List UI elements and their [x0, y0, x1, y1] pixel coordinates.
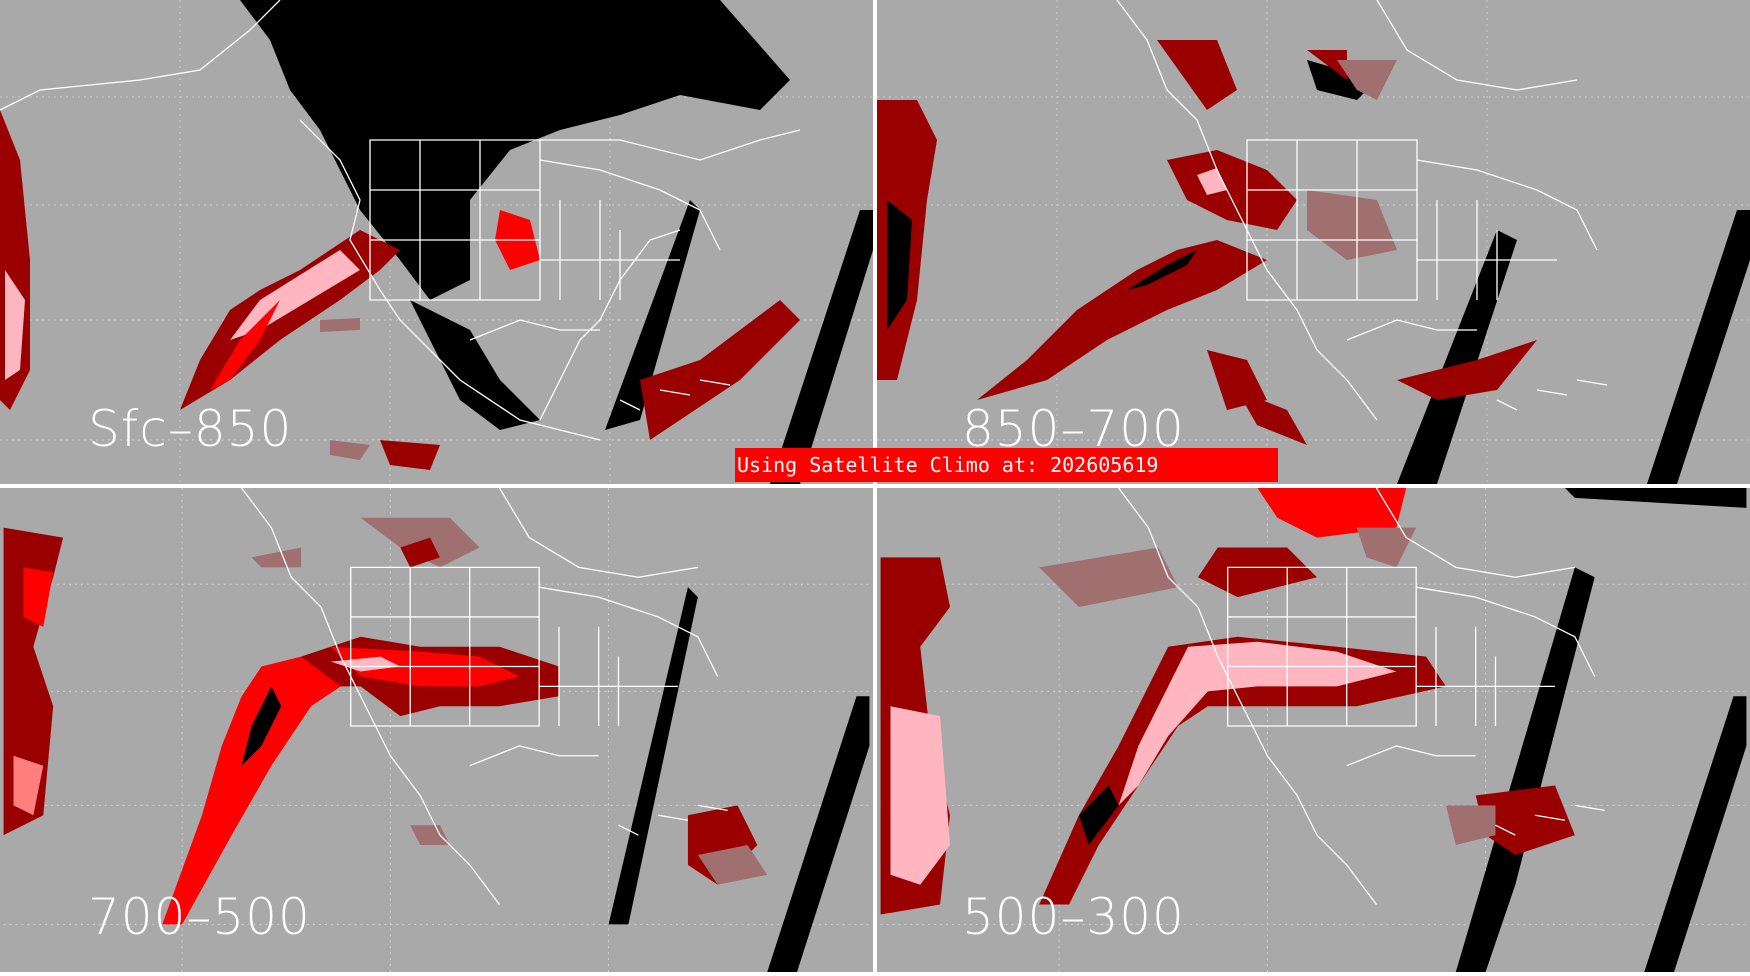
map-panel-500-300: 500–300 [877, 488, 1750, 972]
map-500-300 [880, 488, 1747, 972]
layer-label: 700–500 [88, 888, 311, 946]
map-700-500 [3, 488, 870, 972]
satellite-climo-banner: Using Satellite Climo at: 202605619 [735, 448, 1278, 482]
layer-label: Sfc–850 [88, 400, 293, 458]
map-panel-sfc-850: Sfc–850 [0, 0, 873, 484]
map-panel-850-700: 850–700 [877, 0, 1750, 484]
map-panel-700-500: 700–500 [0, 488, 873, 972]
layer-label: 500–300 [962, 888, 1185, 946]
map-sfc-850 [0, 0, 873, 484]
banner-text: Using Satellite Climo at: 202605619 [737, 453, 1159, 477]
map-850-700 [877, 0, 1750, 484]
